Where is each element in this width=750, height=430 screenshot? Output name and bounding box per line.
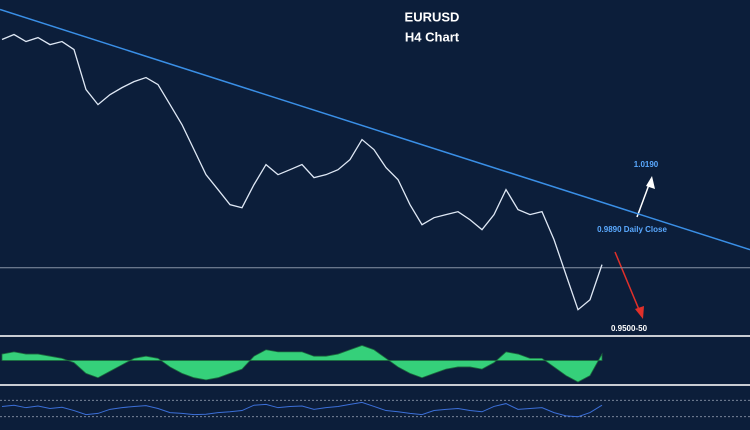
- chart-subtitle: H4 Chart: [405, 29, 460, 44]
- up-arrow: [636, 181, 651, 218]
- annotation: 0.9890 Daily Close: [597, 225, 667, 234]
- histogram-area: [1, 345, 603, 383]
- chart-title: EURUSD: [405, 9, 460, 24]
- down-arrow-head: [635, 306, 644, 319]
- price-line: [1, 33, 603, 311]
- up-arrow-head: [646, 176, 655, 189]
- trendline: [0, 8, 750, 251]
- down-arrow: [614, 251, 641, 313]
- oscillator-line: [1, 401, 603, 418]
- arrows: [614, 176, 655, 319]
- annotation: 0.9500-50: [611, 324, 648, 333]
- annotation: 1.0190: [634, 160, 659, 169]
